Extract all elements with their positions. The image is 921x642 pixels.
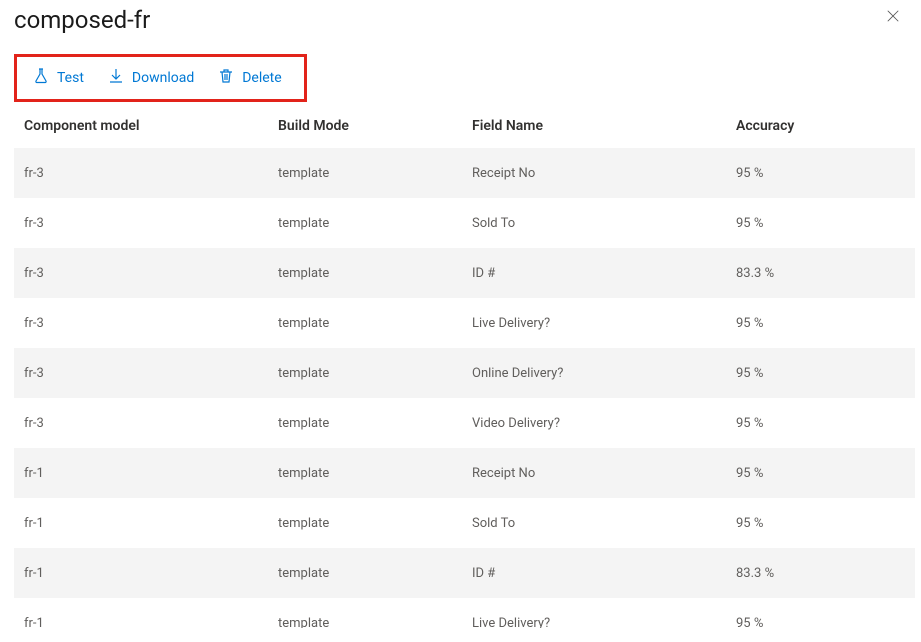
close-button[interactable] <box>881 6 905 30</box>
table-cell: fr-3 <box>22 416 276 431</box>
delete-button[interactable]: Delete <box>206 62 293 94</box>
table-cell: 95 % <box>734 166 907 181</box>
table-cell: fr-3 <box>22 216 276 231</box>
table-cell: 95 % <box>734 616 907 629</box>
table-cell: Receipt No <box>470 466 734 481</box>
trash-icon <box>218 68 234 88</box>
table-row[interactable]: fr-3templateID #83.3 % <box>14 248 915 298</box>
table-cell: fr-1 <box>22 466 276 481</box>
table-cell: 95 % <box>734 466 907 481</box>
col-header-build-mode[interactable]: Build Mode <box>276 118 470 134</box>
test-label: Test <box>57 70 84 86</box>
download-button[interactable]: Download <box>96 62 206 94</box>
table-cell: template <box>276 216 470 231</box>
col-header-accuracy[interactable]: Accuracy <box>734 118 907 134</box>
table-cell: 95 % <box>734 216 907 231</box>
table-cell: Sold To <box>470 516 734 531</box>
close-icon <box>886 9 900 28</box>
table-header-row: Component model Build Mode Field Name Ac… <box>14 104 915 148</box>
table-cell: template <box>276 166 470 181</box>
panel-header: composed-fr <box>14 4 907 44</box>
table-cell: ID # <box>470 266 734 281</box>
table-cell: template <box>276 266 470 281</box>
table-cell: Sold To <box>470 216 734 231</box>
table-scroll-region[interactable]: Component model Build Mode Field Name Ac… <box>14 104 915 628</box>
table-cell: fr-3 <box>22 366 276 381</box>
table-cell: 83.3 % <box>734 566 907 581</box>
download-icon <box>108 68 124 88</box>
col-header-component-model[interactable]: Component model <box>22 118 276 134</box>
model-fields-table: Component model Build Mode Field Name Ac… <box>14 104 915 628</box>
flask-icon <box>33 68 49 88</box>
table-cell: Receipt No <box>470 166 734 181</box>
table-cell: 83.3 % <box>734 266 907 281</box>
table-cell: Live Delivery? <box>470 616 734 629</box>
table-cell: fr-3 <box>22 266 276 281</box>
table-cell: Online Delivery? <box>470 366 734 381</box>
test-button[interactable]: Test <box>21 62 96 94</box>
table-row[interactable]: fr-3templateReceipt No95 % <box>14 148 915 198</box>
table-cell: template <box>276 316 470 331</box>
table-row[interactable]: fr-3templateLive Delivery?95 % <box>14 298 915 348</box>
table-cell: fr-1 <box>22 566 276 581</box>
col-header-field-name[interactable]: Field Name <box>470 118 734 134</box>
download-label: Download <box>132 70 194 86</box>
table-cell: 95 % <box>734 416 907 431</box>
table-cell: fr-3 <box>22 316 276 331</box>
table-cell: ID # <box>470 566 734 581</box>
table-cell: template <box>276 416 470 431</box>
table-cell: Video Delivery? <box>470 416 734 431</box>
table-cell: fr-1 <box>22 516 276 531</box>
table-row[interactable]: fr-3templateOnline Delivery?95 % <box>14 348 915 398</box>
model-detail-panel: composed-fr Test Download <box>0 0 921 642</box>
table-cell: template <box>276 466 470 481</box>
table-cell: 95 % <box>734 316 907 331</box>
table-cell: fr-1 <box>22 616 276 629</box>
table-row[interactable]: fr-1templateReceipt No95 % <box>14 448 915 498</box>
table-row[interactable]: fr-1templateSold To95 % <box>14 498 915 548</box>
table-row[interactable]: fr-1templateLive Delivery?95 % <box>14 598 915 628</box>
table-cell: fr-3 <box>22 166 276 181</box>
table-row[interactable]: fr-3templateVideo Delivery?95 % <box>14 398 915 448</box>
toolbar-highlight-box: Test Download Delete <box>14 54 307 102</box>
table-cell: template <box>276 366 470 381</box>
table-cell: template <box>276 516 470 531</box>
table-cell: 95 % <box>734 516 907 531</box>
table-cell: template <box>276 616 470 629</box>
table-cell: template <box>276 566 470 581</box>
table-cell: Live Delivery? <box>470 316 734 331</box>
table-row[interactable]: fr-1templateID #83.3 % <box>14 548 915 598</box>
table-row[interactable]: fr-3templateSold To95 % <box>14 198 915 248</box>
delete-label: Delete <box>242 70 281 86</box>
page-title: composed-fr <box>14 4 150 36</box>
table-cell: 95 % <box>734 366 907 381</box>
